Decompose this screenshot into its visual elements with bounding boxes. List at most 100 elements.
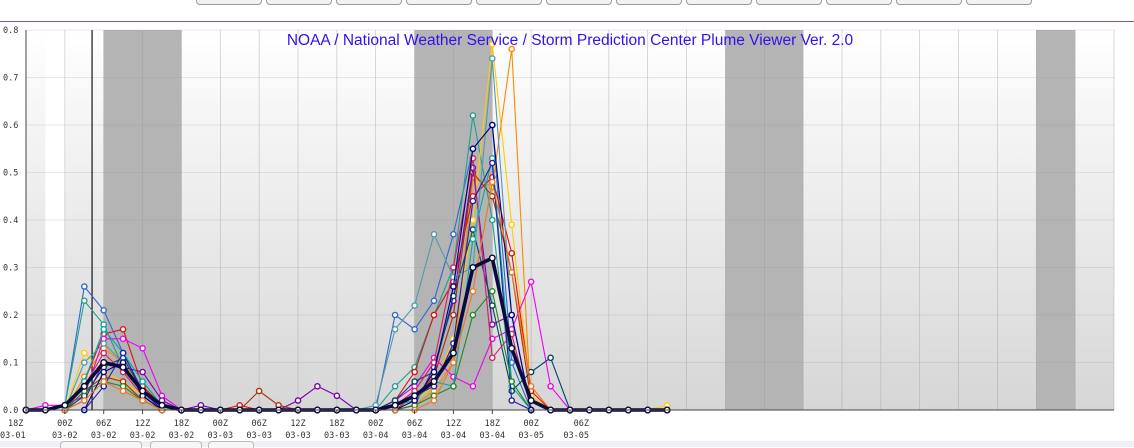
member-point (139, 378, 146, 385)
member-point (333, 392, 341, 400)
toolbar-tab[interactable] (966, 0, 1032, 5)
member-point (81, 359, 88, 366)
browser-toolbar-strip (0, 0, 1134, 22)
member-point (100, 378, 107, 385)
mean-point (391, 401, 399, 409)
member-point (100, 368, 107, 376)
member-point (469, 382, 477, 390)
member-point (469, 235, 477, 243)
member-point (508, 378, 516, 385)
member-point (508, 221, 516, 229)
member-point (411, 368, 418, 376)
x-tick-time: 00Z (57, 419, 72, 429)
member-point (81, 297, 88, 305)
toolbar-tab[interactable] (476, 0, 542, 5)
member-point (430, 368, 438, 376)
member-point (488, 302, 496, 309)
member-point (391, 325, 399, 333)
x-tick-date: 03-04 (441, 431, 467, 441)
y-tick-label: 0.1 (3, 359, 18, 369)
mean-point (449, 349, 457, 357)
member-point (488, 354, 496, 362)
toolbar-tab[interactable] (756, 0, 822, 5)
y-tick-label: 0.0 (3, 406, 18, 416)
bottom-tab[interactable] (60, 441, 142, 448)
x-tick-date: 03-02 (91, 431, 117, 441)
x-tick-date: 03-04 (479, 431, 505, 441)
member-point (469, 311, 477, 319)
x-tick-time: 06Z (407, 419, 422, 429)
x-tick-time: 12Z (446, 419, 461, 429)
x-tick-date: 03-02 (130, 431, 156, 441)
toolbar-tab[interactable] (406, 0, 472, 5)
toolbar-tab[interactable] (616, 0, 682, 5)
member-point (469, 197, 477, 205)
member-point (547, 354, 554, 362)
member-point (139, 368, 146, 376)
y-tick-label: 0.5 (3, 169, 18, 179)
member-point (81, 283, 88, 290)
member-point (527, 382, 535, 390)
toolbar-tab[interactable] (826, 0, 892, 5)
toolbar-tab[interactable] (896, 0, 962, 5)
x-tick-date: 03-05 (518, 431, 544, 441)
member-point (450, 311, 457, 319)
toolbar-tab[interactable] (266, 0, 332, 5)
member-point (100, 325, 107, 333)
toolbar-tab[interactable] (546, 0, 612, 5)
x-tick-time: 12Z (290, 419, 305, 429)
y-tick-label: 0.3 (3, 264, 18, 274)
chart-title: NOAA / National Weather Service / Storm … (287, 32, 854, 49)
member-point (411, 325, 418, 333)
member-point (450, 283, 457, 290)
member-point (81, 397, 88, 404)
member-point (100, 340, 107, 347)
chart-grid (25, 29, 1115, 411)
x-tick-time: 18Z (485, 419, 500, 429)
y-tick-label: 0.4 (3, 216, 18, 226)
member-point (314, 382, 321, 390)
frame-border (0, 21, 1134, 22)
member-point (488, 121, 496, 129)
member-point (508, 249, 516, 257)
member-point (430, 311, 438, 319)
member-point (119, 349, 127, 357)
status-strip (0, 441, 1134, 447)
x-tick-time: 06Z (96, 419, 111, 429)
member-point (119, 387, 127, 395)
member-point (391, 311, 399, 319)
member-point (294, 397, 302, 404)
mean-point (430, 378, 438, 386)
mean-point (139, 387, 147, 395)
y-tick-label: 0.7 (3, 74, 18, 84)
member-point (488, 55, 496, 62)
x-tick-time: 18Z (329, 419, 344, 429)
bottom-tab[interactable] (208, 441, 254, 448)
toolbar-tab[interactable] (196, 0, 262, 5)
member-point (255, 387, 263, 395)
y-tick-label: 0.8 (3, 26, 18, 36)
y-tick-label: 0.2 (3, 311, 18, 321)
x-tick-date: 03-03 (285, 431, 311, 441)
mean-point (61, 401, 69, 409)
x-tick-date: 03-04 (402, 431, 428, 441)
mean-point (469, 264, 477, 272)
member-point (547, 382, 554, 390)
member-point (488, 216, 496, 224)
mean-point (508, 344, 516, 352)
x-tick-date: 03-02 (169, 431, 195, 441)
x-tick-date: 03-04 (363, 431, 389, 441)
bottom-tab[interactable] (150, 441, 202, 448)
x-tick-time: 00Z (213, 419, 228, 429)
member-point (508, 397, 516, 404)
member-point (430, 397, 438, 404)
toolbar-tab[interactable] (686, 0, 752, 5)
x-tick-date: 03-05 (563, 431, 589, 441)
toolbar-tab[interactable] (336, 0, 402, 5)
mean-point (119, 363, 127, 371)
member-point (391, 382, 399, 390)
x-tick-time: 00Z (523, 419, 538, 429)
member-point (488, 41, 496, 48)
